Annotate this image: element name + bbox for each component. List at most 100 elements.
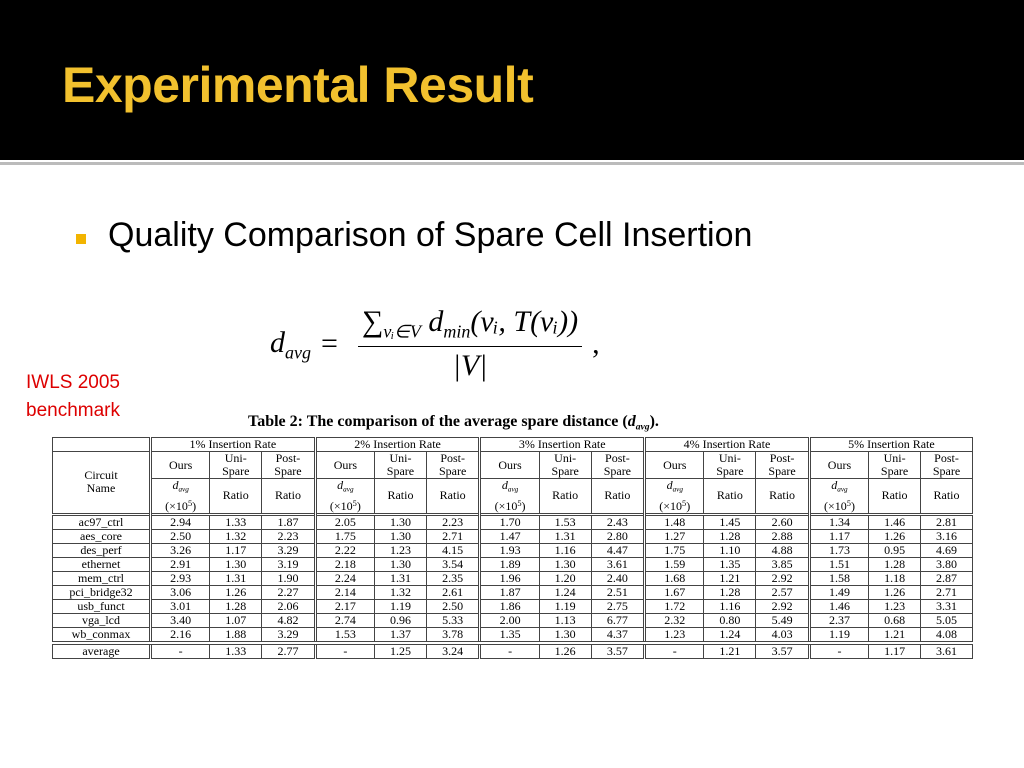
- method-header: Uni- Spare: [868, 451, 922, 479]
- value-cell: 3.54: [425, 556, 481, 572]
- value-cell: 1.30: [374, 528, 427, 544]
- value-cell: 1.24: [538, 584, 592, 600]
- value-cell: 2.75: [590, 598, 646, 614]
- value-cell: 2.22: [313, 542, 376, 558]
- header-line: Spare: [386, 464, 415, 478]
- header-line: Post-: [934, 451, 959, 465]
- value-cell: 3.29: [261, 626, 316, 644]
- header-line: Ours: [827, 457, 852, 472]
- header-line: Ours: [498, 457, 522, 472]
- unit-exp: 5: [187, 498, 193, 508]
- value-cell: 2.23: [425, 512, 481, 530]
- value-cell: 4.47: [590, 542, 646, 558]
- data-row: wb_conmax 2.16 1.88 3.29 1.53 1.37 3.78 1.35 1.3…: [52, 626, 973, 644]
- value-cell: 2.93: [148, 570, 211, 586]
- value-cell: 2.88: [755, 528, 810, 544]
- unit-close: ): [686, 498, 691, 513]
- value-cell: 2.23: [261, 528, 316, 544]
- unit-var: d: [666, 478, 673, 492]
- data-row: pci_bridge32 3.06 1.26 2.27 2.14 1.32 2.61 1.87…: [52, 584, 973, 600]
- value-cell: 2.24: [313, 570, 376, 586]
- value-cell: 1.30: [538, 556, 592, 572]
- value-cell: 1.49: [807, 584, 870, 600]
- term-sub: min: [443, 321, 471, 342]
- header-row: Circuit Name Ours Uni- Spare Post- Spare Ours Un…: [52, 451, 973, 515]
- value-cell: 1.23: [868, 598, 922, 614]
- value-cell: 1.17: [209, 542, 263, 558]
- unit-scale: (×10: [823, 498, 847, 513]
- value-cell: 1.53: [313, 626, 376, 644]
- header-line: davg: [648, 479, 701, 497]
- value-cell: 3.31: [920, 598, 973, 614]
- value-cell: 2.37: [807, 612, 870, 628]
- header-line: Spare: [768, 464, 796, 478]
- value-cell: 2.92: [755, 570, 810, 586]
- value-cell: 1.23: [643, 626, 705, 644]
- value-cell: 2.05: [313, 512, 376, 530]
- value-cell: 1.31: [374, 570, 427, 586]
- value-cell: 2.81: [920, 512, 973, 530]
- ratio-header: Ratio: [425, 478, 481, 515]
- unit-scale: (×10: [494, 498, 518, 513]
- note-line: IWLS 2005: [26, 372, 120, 393]
- method-header: Uni- Spare: [374, 451, 427, 479]
- unit-header: davg (×105): [313, 478, 376, 515]
- value-cell: 1.46: [868, 512, 922, 530]
- header-line: Spare: [603, 464, 632, 478]
- unit-var: d: [501, 478, 508, 492]
- method-header: Ours: [313, 451, 376, 479]
- value-cell: 1.30: [374, 556, 427, 572]
- value-cell: 3.24: [425, 640, 481, 659]
- unit-close: ): [850, 498, 855, 513]
- value-cell: 1.16: [538, 542, 592, 558]
- value-cell: 3.06: [148, 584, 211, 600]
- value-cell: 1.35: [478, 626, 540, 644]
- value-cell: 4.82: [261, 612, 316, 628]
- value-cell: 1.89: [478, 556, 540, 572]
- method-header: Post- Spare: [755, 451, 810, 479]
- unit-sub: avg: [178, 485, 189, 494]
- header-line: (×105): [154, 497, 207, 513]
- header-line: Spare: [222, 464, 250, 478]
- group-header: 2% Insertion Rate: [313, 437, 481, 452]
- circuit-name: usb_funct: [52, 598, 151, 614]
- var: d: [270, 325, 285, 359]
- header-line: Uni-: [554, 451, 577, 465]
- value-cell: 1.26: [538, 640, 592, 659]
- value-cell: 3.29: [261, 542, 316, 558]
- method-header: Post- Spare: [425, 451, 481, 479]
- equals: =: [321, 327, 338, 361]
- circuit-name: aes_core: [52, 528, 151, 544]
- header-line: (×105): [813, 497, 866, 513]
- method-header: Post- Spare: [920, 451, 973, 479]
- bullet-marker: [76, 234, 86, 244]
- method-header: Ours: [807, 451, 870, 479]
- bullet-text: Quality Comparison of Spare Cell Inserti…: [108, 216, 753, 254]
- value-cell: 3.57: [590, 640, 646, 659]
- value-cell: 1.26: [868, 528, 922, 544]
- header-line: davg: [483, 479, 536, 497]
- slide-title: Experimental Result: [62, 57, 534, 113]
- header-line: Spare: [716, 464, 744, 478]
- group-header: 4% Insertion Rate: [643, 437, 810, 452]
- note-line: benchmark: [26, 400, 120, 421]
- value-cell: 4.15: [425, 542, 481, 558]
- value-cell: 1.26: [868, 584, 922, 600]
- value-cell: 2.43: [590, 512, 646, 530]
- ratio-header: Ratio: [374, 478, 427, 515]
- header-line: Post-: [769, 451, 795, 465]
- value-cell: 0.80: [703, 612, 757, 628]
- value-cell: 1.35: [703, 556, 757, 572]
- value-cell: 2.50: [425, 598, 481, 614]
- value-cell: 1.46: [807, 598, 870, 614]
- header-line: Ours: [333, 457, 358, 472]
- unit-sub: avg: [837, 485, 848, 494]
- value-cell: 2.71: [920, 584, 973, 600]
- formula-trail: ,: [592, 327, 600, 361]
- value-cell: -: [148, 640, 211, 659]
- value-cell: 2.17: [313, 598, 376, 614]
- caption-label: Table 2:: [248, 413, 303, 430]
- value-cell: 1.23: [374, 542, 427, 558]
- data-row: ac97_ctrl 2.94 1.33 1.87 2.05 1.30 2.23 1.70 1.5…: [52, 512, 973, 530]
- value-cell: 3.01: [148, 598, 211, 614]
